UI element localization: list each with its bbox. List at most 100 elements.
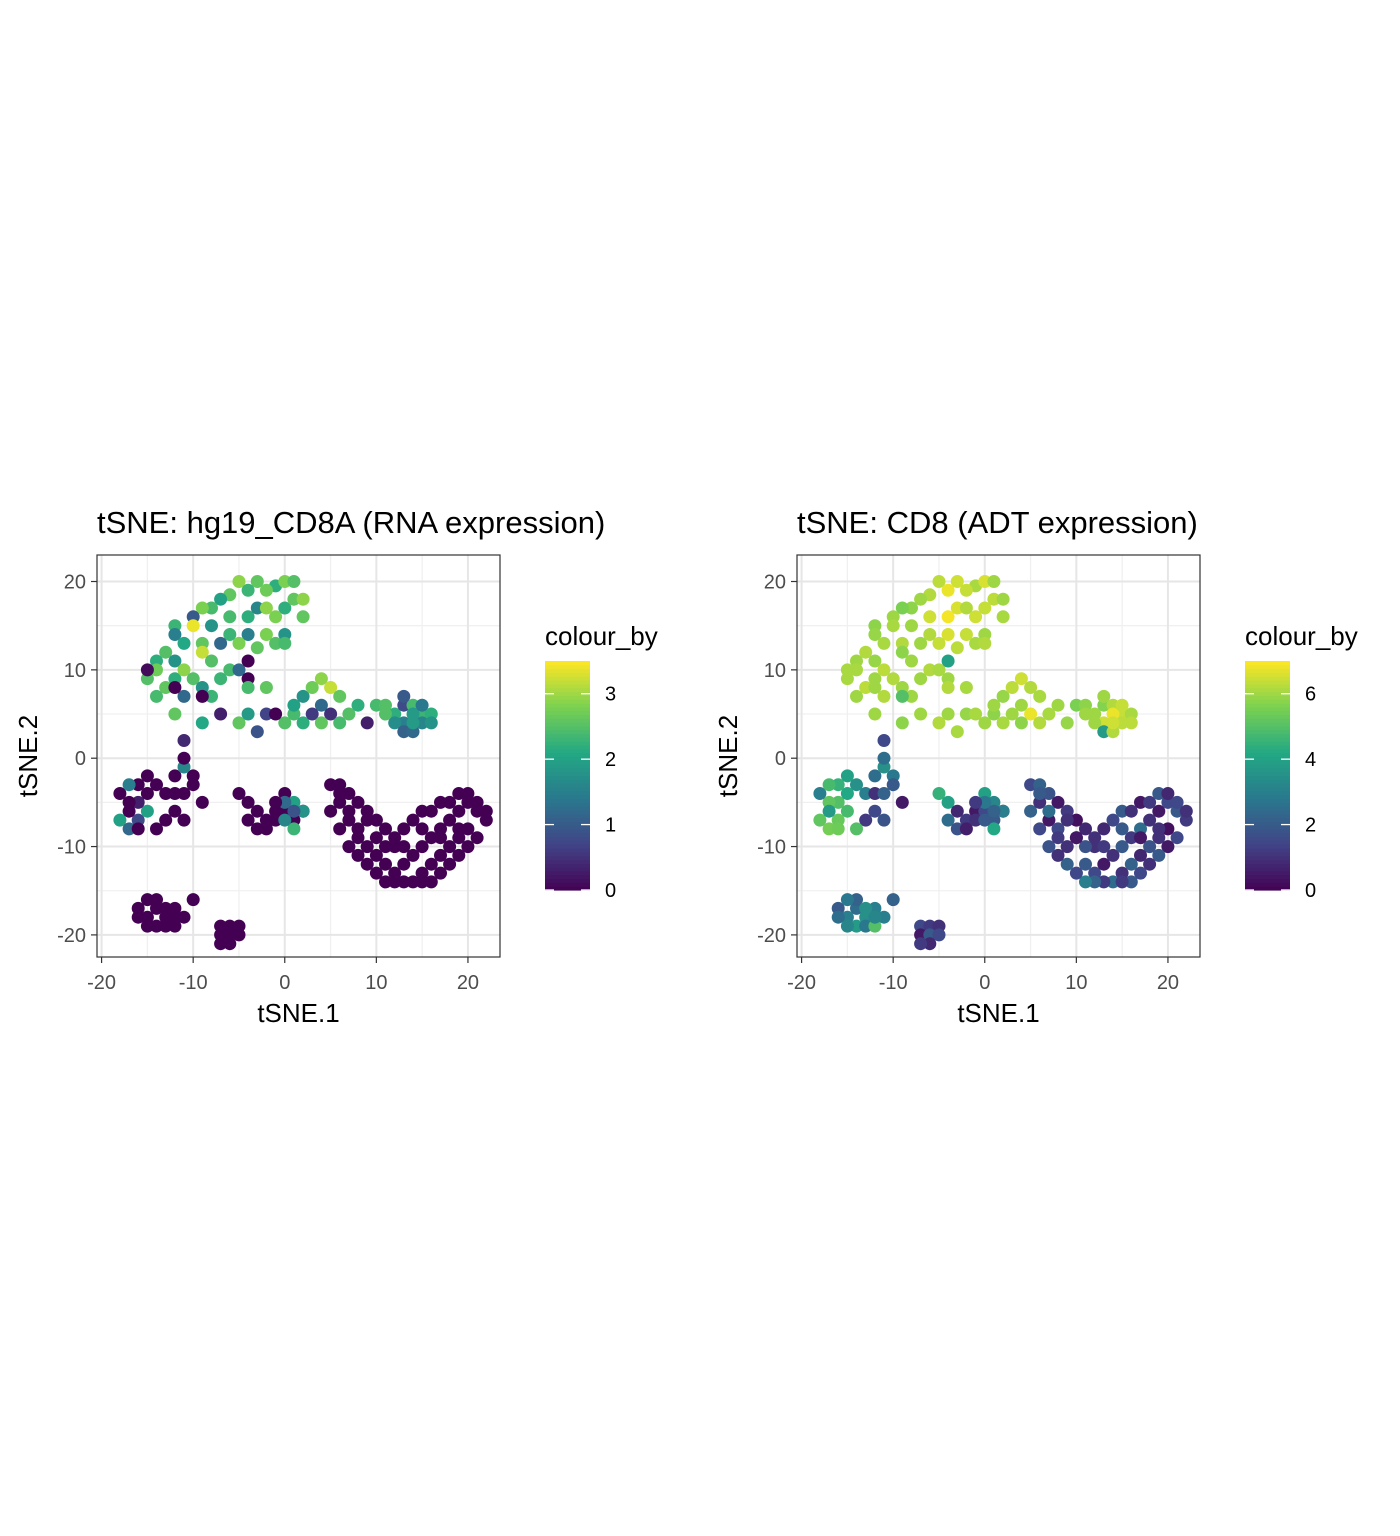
x-axis-ticks: -20 -10 0 10 20 — [87, 957, 479, 994]
data-point — [850, 893, 863, 907]
data-point — [232, 787, 246, 800]
data-point — [296, 716, 310, 730]
data-point — [1079, 707, 1092, 721]
x-tick-label: 10 — [365, 972, 387, 994]
chart-title: tSNE: CD8 (ADT expression) — [797, 505, 1198, 540]
data-point — [969, 610, 983, 624]
major-gridlines — [97, 555, 500, 957]
data-point — [296, 610, 310, 624]
data-point — [850, 689, 863, 703]
colorbar-segment — [1245, 832, 1290, 838]
data-point — [186, 672, 200, 686]
data-point — [1069, 698, 1083, 712]
data-point — [232, 636, 246, 650]
data-point — [914, 636, 928, 650]
legend-title: colour_by — [545, 621, 658, 651]
data-point — [186, 619, 200, 633]
data-point — [1097, 875, 1111, 889]
colorbar-segment — [545, 748, 590, 754]
data-point — [360, 840, 374, 854]
x-tick-label: 0 — [279, 972, 290, 994]
data-point — [150, 689, 163, 703]
x-tick-label: 10 — [1065, 972, 1087, 994]
data-point — [996, 689, 1010, 703]
data-point — [397, 840, 411, 854]
colorbar-segment — [545, 706, 590, 712]
data-point — [932, 716, 946, 730]
data-point — [406, 848, 420, 862]
data-point — [840, 769, 854, 783]
colorbar-tick-label: 4 — [1305, 749, 1316, 771]
colorbar-segment — [1245, 691, 1290, 696]
data-point — [1033, 822, 1047, 836]
data-point — [177, 636, 191, 650]
data-point — [840, 804, 854, 818]
data-point — [250, 641, 264, 655]
data-point — [287, 575, 301, 588]
colorbar-segment — [545, 867, 590, 872]
data-point — [250, 822, 264, 836]
data-point — [1088, 831, 1102, 845]
colorbar-segment — [1245, 870, 1290, 876]
data-point — [177, 689, 191, 703]
data-point — [1024, 778, 1038, 792]
data-point — [895, 601, 909, 615]
data-point — [950, 804, 964, 818]
data-point — [941, 628, 955, 641]
data-point — [905, 689, 918, 703]
colorbar-segment — [1245, 741, 1290, 746]
data-point — [932, 636, 946, 650]
colorbar-segment — [545, 878, 590, 883]
data-point — [379, 840, 392, 854]
data-point — [859, 919, 873, 933]
colorbar-segment — [545, 844, 590, 849]
colorbar-segment — [545, 779, 590, 784]
data-point — [241, 795, 255, 809]
data-point — [923, 937, 937, 951]
colorbar-segment — [545, 874, 590, 880]
data-point — [122, 778, 136, 792]
data-point — [159, 681, 173, 694]
data-point — [195, 716, 209, 730]
colorbar-segment — [1245, 767, 1290, 773]
data-point — [914, 707, 928, 721]
data-point — [978, 601, 992, 615]
data-point — [895, 795, 909, 809]
data-point — [186, 610, 200, 624]
colorbar-segment — [545, 836, 590, 841]
colorbar-segment — [1245, 809, 1290, 815]
data-point — [287, 698, 301, 712]
data-point — [813, 787, 827, 800]
data-point — [950, 641, 964, 655]
colorbar-segment — [1245, 756, 1290, 761]
data-point — [214, 636, 228, 650]
data-point — [1042, 787, 1056, 800]
y-tick-label: -10 — [757, 837, 786, 859]
data-point — [877, 910, 891, 924]
legend-title: colour_by — [1245, 621, 1358, 651]
data-point — [379, 857, 392, 871]
data-point — [314, 698, 328, 712]
data-point — [859, 645, 873, 659]
data-point — [959, 601, 973, 615]
colorbar-segment — [1245, 783, 1290, 788]
data-point — [1115, 698, 1129, 712]
data-point — [369, 866, 383, 880]
data-point — [1124, 831, 1138, 845]
data-point — [131, 910, 145, 924]
data-point — [877, 751, 891, 765]
data-point — [205, 654, 218, 668]
colorbar-segment — [1245, 710, 1290, 716]
data-point — [305, 707, 319, 721]
colorbar-segment — [1245, 821, 1290, 826]
colorbar-segment — [1245, 790, 1290, 796]
colorbar-segment — [545, 661, 590, 666]
data-point — [406, 716, 420, 730]
data-point — [223, 663, 237, 677]
scatter-points — [113, 575, 493, 951]
colorbar-segment — [545, 691, 590, 696]
data-point — [324, 778, 338, 792]
data-point — [168, 804, 182, 818]
colorbar-segment — [545, 809, 590, 815]
colorbar-tick-label: 6 — [1305, 684, 1316, 706]
